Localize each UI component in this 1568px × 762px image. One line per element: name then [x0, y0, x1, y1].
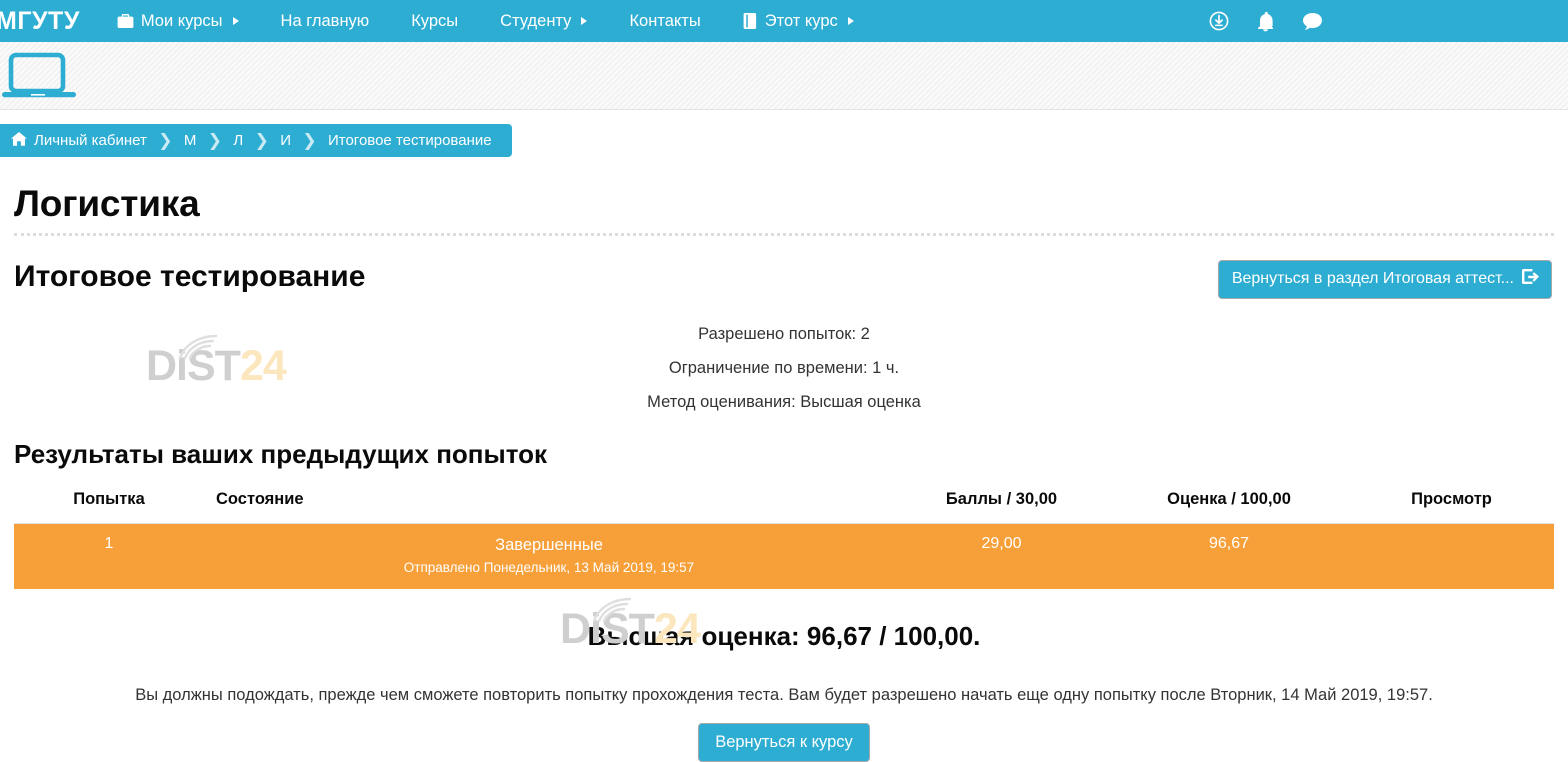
- nav-item-my-courses[interactable]: Мои курсы: [96, 0, 260, 42]
- nav-item-this-course[interactable]: Этот курс: [722, 0, 875, 42]
- return-to-section-button[interactable]: Вернуться в раздел Итоговая аттест...: [1217, 260, 1552, 299]
- bell-icon[interactable]: [1256, 11, 1275, 32]
- nav-item-label: Этот курс: [764, 12, 838, 30]
- table-row[interactable]: 1 Завершенные Отправлено Понедельник, 13…: [14, 523, 1554, 589]
- nav-item-contacts[interactable]: Контакты: [608, 0, 721, 42]
- quiz-info-block: Разрешено попыток: 2 Ограничение по врем…: [279, 317, 1289, 419]
- cell-state: Завершенные Отправлено Понедельник, 13 М…: [204, 523, 894, 589]
- breadcrumb-item-current: Итоговое тестирование: [327, 132, 492, 149]
- chevron-right-icon: [232, 17, 239, 25]
- column-header-marks: Баллы / 30,00: [894, 489, 1109, 524]
- laptop-icon[interactable]: [2, 51, 76, 104]
- sign-in-icon: [1522, 269, 1539, 289]
- nav-item-label: Контакты: [629, 12, 701, 30]
- nav-item-label: Курсы: [411, 12, 459, 30]
- attempt-submitted-timestamp: Отправлено Понедельник, 13 Май 2019, 19:…: [403, 560, 695, 576]
- breadcrumb-label: Личный кабинет: [34, 132, 147, 149]
- attempts-table-head: Попытка Состояние Баллы / 30,00 Оценка /…: [14, 489, 1554, 524]
- breadcrumb-item-m[interactable]: М: [183, 132, 197, 149]
- return-to-course-button[interactable]: Вернуться к курсу: [698, 722, 870, 762]
- chevron-right-icon: [847, 17, 854, 25]
- return-to-course-label: Вернуться к курсу: [715, 732, 853, 751]
- site-brand[interactable]: МГУТУ: [0, 7, 80, 35]
- quiz-header: Итоговое тестирование Вернуться в раздел…: [14, 252, 1554, 299]
- section-divider: [14, 233, 1554, 236]
- cell-marks: 29,00: [894, 523, 1109, 589]
- nav-item-home[interactable]: На главную: [260, 0, 391, 42]
- nav-menu: Мои курсы На главную Курсы Студенту Конт…: [96, 0, 875, 42]
- quiz-info-grading-method: Метод оценивания: Высшая оценка: [647, 392, 921, 411]
- breadcrumb-item-dashboard[interactable]: Личный кабинет: [0, 124, 158, 157]
- column-header-grade: Оценка / 100,00: [1109, 489, 1349, 524]
- page-title: Логистика: [14, 183, 200, 224]
- download-circle-icon[interactable]: [1209, 11, 1229, 31]
- breadcrumb: Личный кабинет ❯ М ❯ Л ❯ И ❯ Итоговое те…: [0, 124, 512, 157]
- column-header-attempt: Попытка: [14, 489, 204, 524]
- logo-band: [0, 42, 1568, 110]
- best-grade-text: Высшая оценка: 96,67 / 100,00.: [587, 620, 981, 651]
- nav-item-label: Студенту: [500, 12, 572, 30]
- wait-note-text: Вы должны подождать, прежде чем сможете …: [135, 685, 1433, 704]
- breadcrumb-item-l[interactable]: Л: [233, 132, 244, 149]
- nav-right-icons: [1209, 11, 1568, 32]
- quiz-info-time-limit: Ограничение по времени: 1 ч.: [668, 358, 900, 377]
- chevron-right-icon: ❯: [207, 130, 222, 150]
- chevron-right-icon: ❯: [254, 130, 269, 150]
- nav-item-student[interactable]: Студенту: [479, 0, 608, 42]
- chevron-right-icon: [581, 17, 588, 25]
- attempts-table: Попытка Состояние Баллы / 30,00 Оценка /…: [14, 489, 1554, 589]
- table-header-row: Попытка Состояние Баллы / 30,00 Оценка /…: [14, 489, 1554, 524]
- top-navbar: МГУТУ Мои курсы На главную Курсы Студент…: [0, 0, 1568, 42]
- home-icon: [11, 131, 27, 150]
- page-content: Логистика Итоговое тестирование Вернутьс…: [0, 183, 1568, 762]
- cell-review: [1349, 523, 1554, 589]
- book-icon: [743, 13, 758, 29]
- footer-button-row: Вернуться к курсу: [14, 722, 1554, 762]
- nav-item-label: Мои курсы: [140, 12, 223, 30]
- breadcrumb-wrap: Личный кабинет ❯ М ❯ Л ❯ И ❯ Итоговое те…: [0, 110, 1568, 157]
- quiz-info-attempts-allowed: Разрешено попыток: 2: [698, 324, 870, 343]
- column-header-state: Состояние: [204, 489, 894, 524]
- return-to-section-label: Вернуться в раздел Итоговая аттест...: [1231, 270, 1514, 287]
- cell-grade: 96,67: [1109, 523, 1349, 589]
- column-header-review: Просмотр: [1349, 489, 1554, 524]
- briefcase-icon: [117, 13, 134, 29]
- message-bubble-icon[interactable]: [1302, 12, 1323, 31]
- attempts-table-body: 1 Завершенные Отправлено Понедельник, 13…: [14, 523, 1554, 589]
- chevron-right-icon: ❯: [158, 130, 173, 150]
- attempts-heading: Результаты ваших предыдущих попыток: [14, 438, 547, 469]
- nav-item-label: На главную: [280, 12, 370, 30]
- chevron-right-icon: ❯: [302, 130, 317, 150]
- quiz-title: Итоговое тестирование: [14, 260, 366, 293]
- cell-attempt-number: 1: [14, 523, 204, 589]
- nav-item-courses[interactable]: Курсы: [390, 0, 479, 42]
- breadcrumb-item-i[interactable]: И: [280, 132, 291, 149]
- attempt-state-label: Завершенные: [495, 535, 603, 554]
